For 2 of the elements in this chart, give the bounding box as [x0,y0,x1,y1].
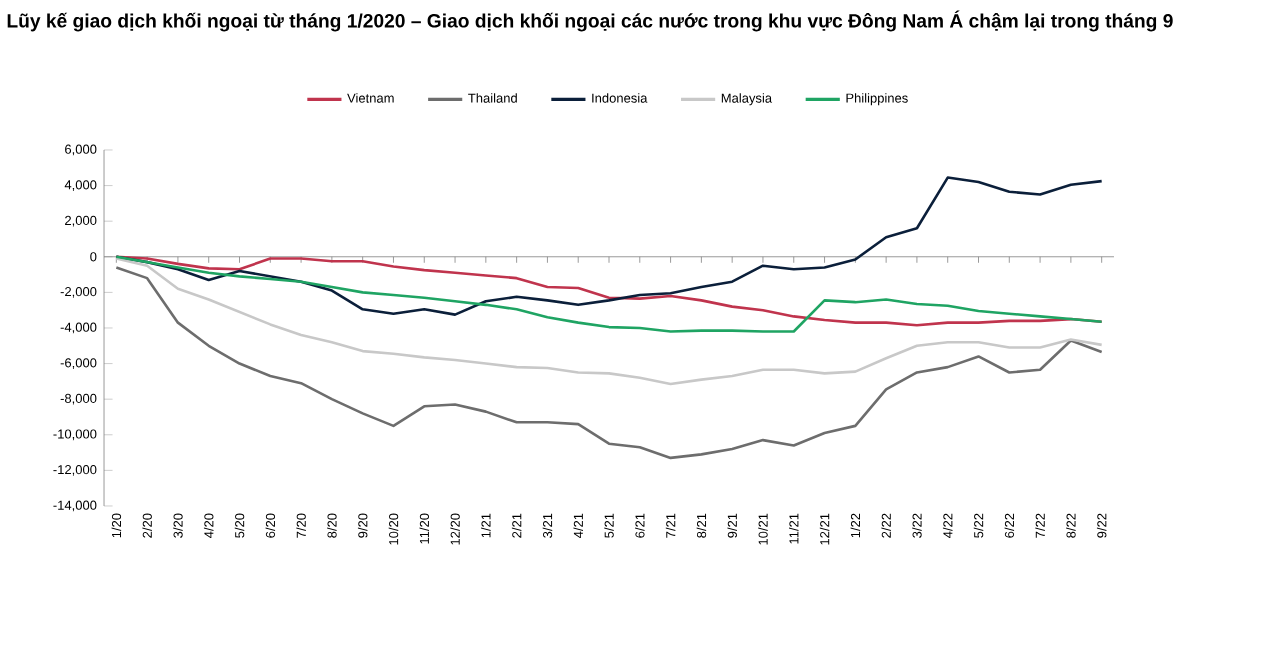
line-series [115,266,1103,460]
chart-title: Lũy kế giao dịch khối ngoại từ tháng 1/2020 – Giao dịch khối ngoại các nước trong khu vực Đông Nam Á chậm lại trong tháng 9 [7,10,1173,32]
